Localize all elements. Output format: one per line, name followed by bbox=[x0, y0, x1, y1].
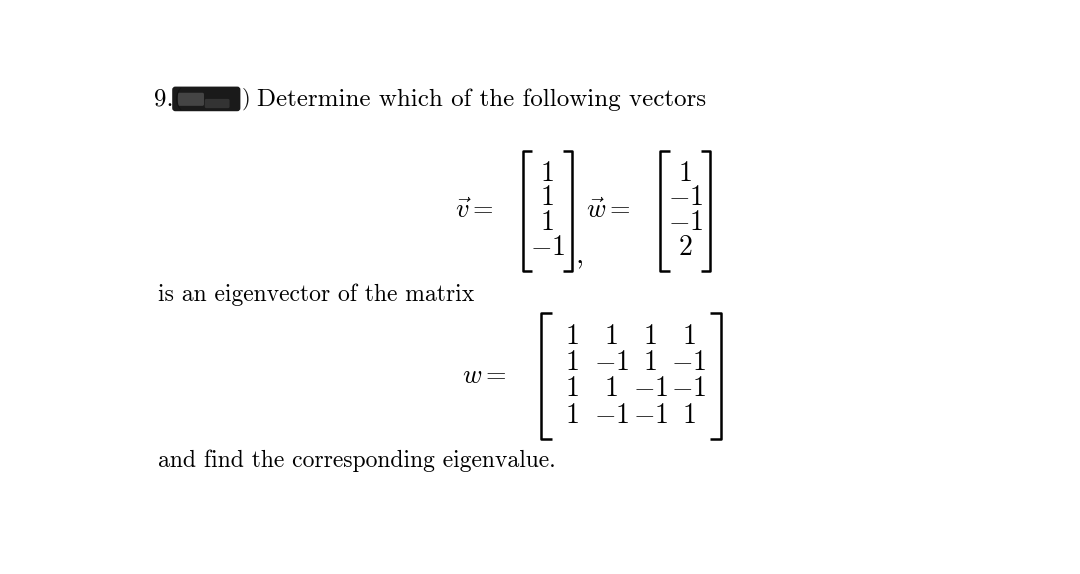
Text: $w =$: $w =$ bbox=[462, 364, 507, 388]
Text: 1: 1 bbox=[566, 350, 580, 376]
Text: $-$1: $-$1 bbox=[633, 376, 669, 402]
FancyBboxPatch shape bbox=[172, 87, 241, 111]
Text: 1: 1 bbox=[683, 324, 697, 350]
Text: 1: 1 bbox=[566, 376, 580, 402]
Text: 9.: 9. bbox=[153, 88, 173, 110]
Text: and find the corresponding eigenvalue.: and find the corresponding eigenvalue. bbox=[159, 450, 556, 472]
Text: ): ) bbox=[242, 88, 251, 110]
Text: 1: 1 bbox=[678, 161, 692, 187]
Text: 1: 1 bbox=[566, 402, 580, 429]
Text: 1: 1 bbox=[644, 350, 658, 376]
Text: $-$1: $-$1 bbox=[672, 376, 706, 402]
Text: $-$1: $-$1 bbox=[667, 185, 703, 211]
Text: $-$1: $-$1 bbox=[594, 350, 630, 376]
Text: 1: 1 bbox=[683, 402, 697, 429]
Text: $-$1: $-$1 bbox=[672, 350, 706, 376]
Text: $\vec{w} =$: $\vec{w} =$ bbox=[586, 199, 631, 223]
Text: 1: 1 bbox=[644, 324, 658, 350]
Text: ,: , bbox=[576, 242, 583, 269]
Text: 2: 2 bbox=[678, 234, 692, 261]
FancyBboxPatch shape bbox=[205, 99, 230, 108]
Text: $-$1: $-$1 bbox=[594, 402, 630, 429]
Text: (: ( bbox=[174, 88, 183, 110]
Text: Determine which of the following vectors: Determine which of the following vectors bbox=[257, 88, 706, 111]
Text: $-$1: $-$1 bbox=[633, 402, 669, 429]
Text: $\vec{v} =$: $\vec{v} =$ bbox=[455, 199, 494, 223]
Text: is an eigenvector of the matrix: is an eigenvector of the matrix bbox=[159, 284, 474, 306]
Text: 1: 1 bbox=[540, 161, 554, 187]
Text: 1: 1 bbox=[540, 185, 554, 211]
Text: 1: 1 bbox=[605, 324, 619, 350]
Text: 1: 1 bbox=[566, 324, 580, 350]
Text: 1: 1 bbox=[540, 210, 554, 236]
Text: $-$1: $-$1 bbox=[529, 234, 565, 261]
Text: $-$1: $-$1 bbox=[667, 210, 703, 236]
FancyBboxPatch shape bbox=[177, 93, 204, 106]
Text: 1: 1 bbox=[605, 376, 619, 402]
